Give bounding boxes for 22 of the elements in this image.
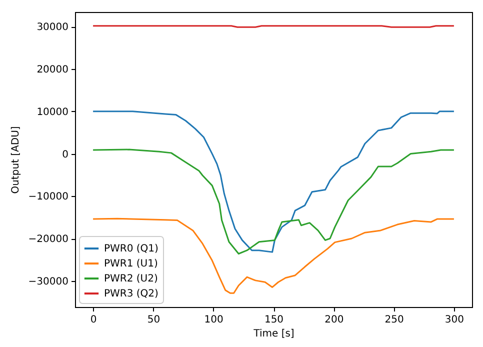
line-series	[92, 110, 455, 253]
x-tick-label: 150	[264, 314, 284, 326]
x-tick-label: 50	[147, 314, 160, 326]
y-axis-title: Output [ADU]	[10, 126, 22, 194]
x-tick-label: 300	[444, 314, 464, 326]
legend-label: PWR1 (U1)	[104, 258, 158, 270]
x-axis-title: Time [s]	[252, 328, 294, 340]
x-tick-label: 200	[324, 314, 344, 326]
legend-label: PWR2 (U2)	[104, 274, 158, 284]
legend-label: PWR0 (Q1)	[104, 244, 159, 254]
y-tick-label: −10000	[28, 192, 68, 203]
y-tick-label: −20000	[28, 234, 68, 246]
y-tick-label: 20000	[36, 64, 68, 76]
y-tick-label: −30000	[28, 276, 68, 288]
y-tick-label: 10000	[36, 106, 68, 118]
x-tick-label: 0	[90, 314, 97, 326]
x-tick-label: 100	[204, 314, 224, 326]
line-series	[92, 148, 455, 255]
y-tick-label: 30000	[36, 22, 68, 34]
x-tick-label: 250	[384, 314, 404, 326]
y-tick-label: 0	[62, 149, 68, 160]
legend-label: PWR3 (Q2)	[104, 288, 159, 300]
